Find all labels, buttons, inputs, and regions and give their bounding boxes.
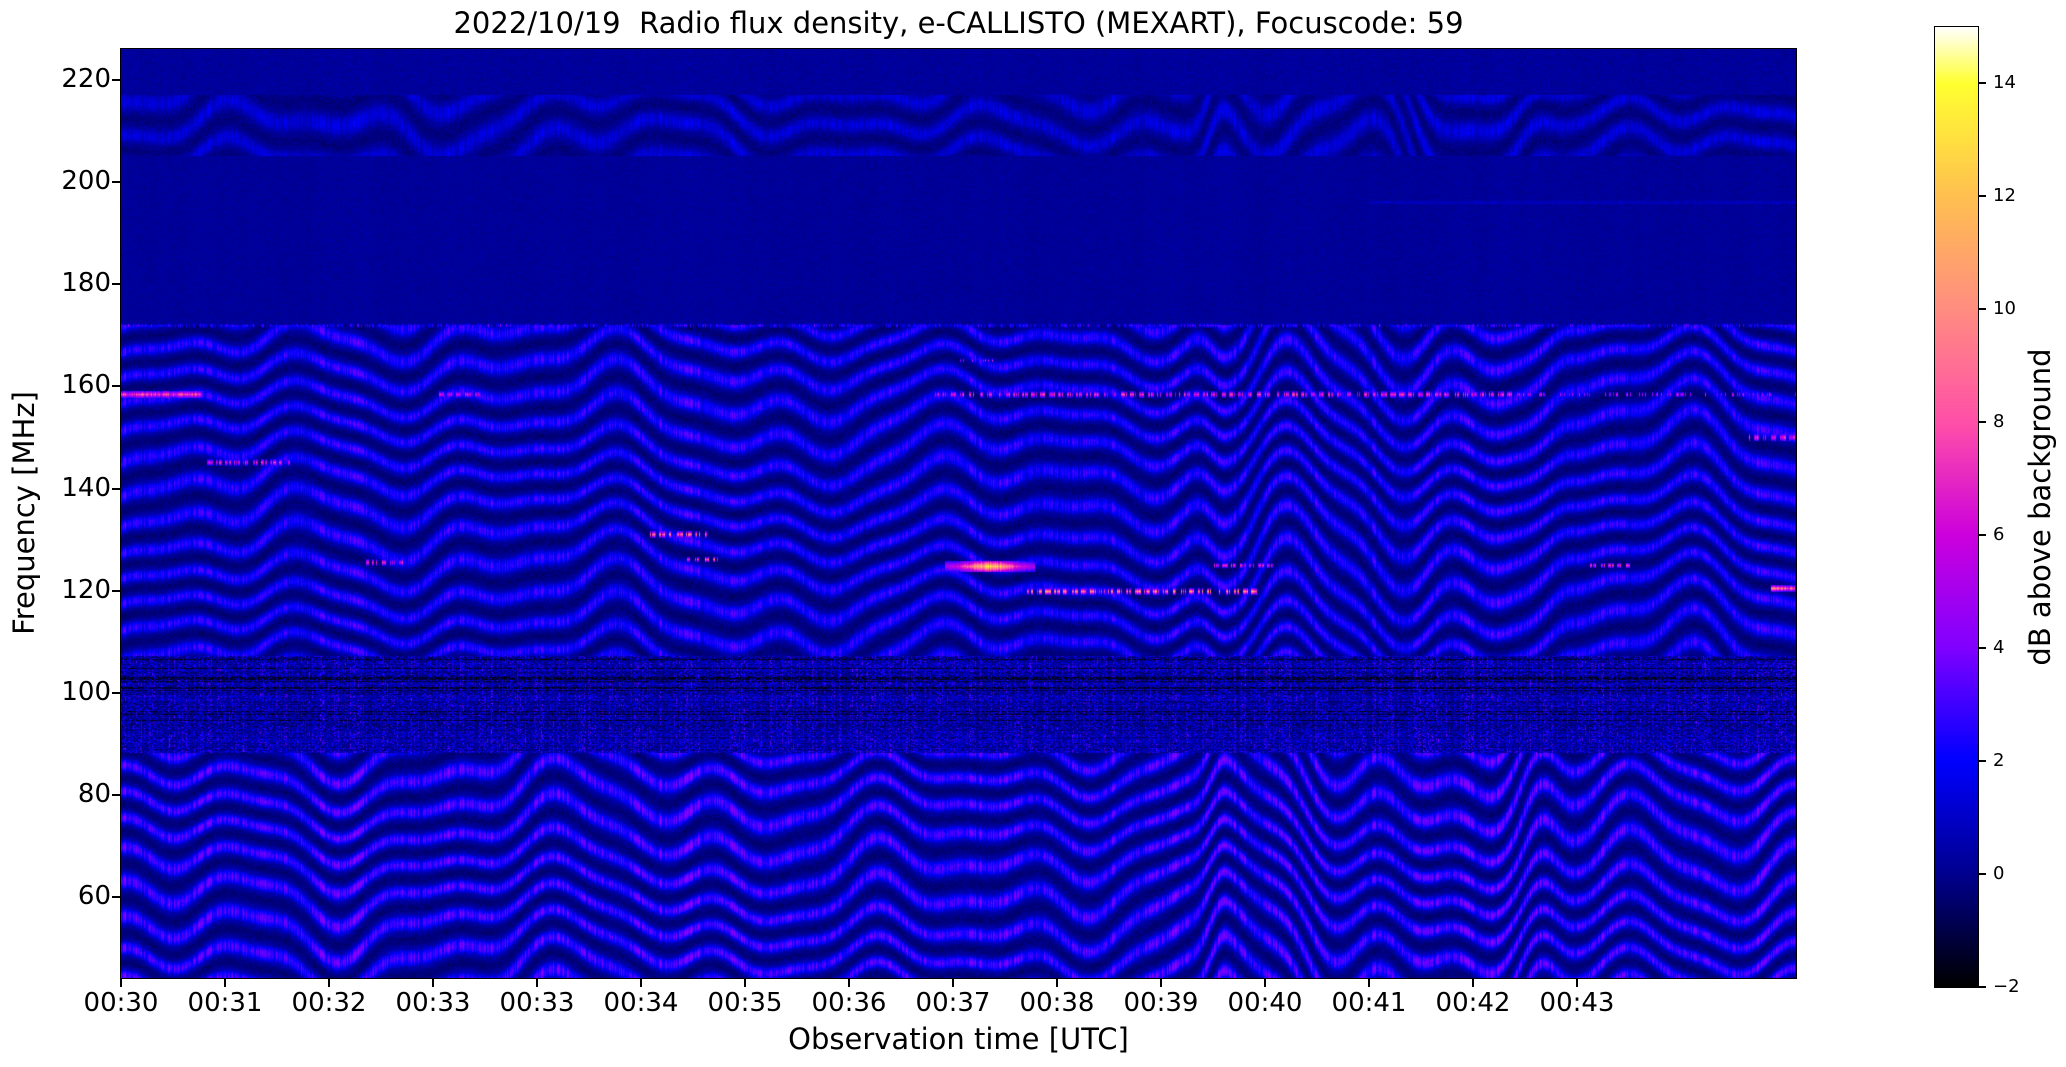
spectrogram-frame (120, 48, 1797, 979)
x-tick-mark (1056, 979, 1058, 987)
x-tick-mark (952, 979, 954, 987)
colorbar-tick-label: −2 (1993, 976, 2020, 997)
colorbar-tick-label: 2 (1993, 750, 2005, 771)
x-tick-label: 00:33 (499, 988, 575, 1018)
y-tick-mark (112, 181, 120, 184)
x-tick-mark (1576, 979, 1578, 987)
y-tick-label: 100 (61, 676, 111, 707)
spectrogram-heatmap (121, 49, 1796, 978)
colorbar-gradient (1935, 27, 1978, 987)
colorbar-tick-label: 14 (1993, 72, 2016, 93)
x-tick-label: 00:35 (707, 988, 783, 1018)
x-tick-label: 00:42 (1435, 988, 1511, 1018)
x-tick-label: 00:40 (1227, 988, 1303, 1018)
y-tick-mark (112, 385, 120, 388)
colorbar-tick-mark (1979, 647, 1986, 649)
y-tick-label: 80 (77, 778, 111, 809)
x-tick-mark (1264, 979, 1266, 987)
colorbar-tick-mark (1979, 195, 1986, 197)
x-tick-label: 00:30 (83, 988, 159, 1018)
colorbar-tick-label: 6 (1993, 524, 2005, 545)
y-tick-label: 160 (61, 370, 111, 401)
colorbar-frame (1934, 26, 1979, 988)
x-tick-label: 00:39 (1123, 988, 1199, 1018)
colorbar-tick-mark (1979, 421, 1986, 423)
y-axis-label: Frequency [MHz] (7, 391, 41, 635)
x-tick-mark (328, 979, 330, 987)
y-tick-label: 60 (77, 881, 111, 911)
x-tick-label: 00:34 (603, 988, 679, 1018)
x-tick-mark (1472, 979, 1474, 987)
colorbar-tick-label: 12 (1993, 185, 2016, 206)
x-tick-label: 00:43 (1539, 988, 1615, 1018)
x-tick-mark (120, 979, 122, 987)
y-tick-mark (112, 487, 120, 490)
y-tick-label: 180 (61, 268, 111, 299)
x-tick-label: 00:36 (811, 988, 887, 1018)
colorbar-tick-mark (1979, 534, 1986, 536)
x-tick-mark (1160, 979, 1162, 987)
x-tick-label: 00:38 (1019, 988, 1095, 1018)
colorbar-tick-mark (1979, 760, 1986, 762)
x-tick-mark (640, 979, 642, 987)
y-tick-mark (112, 691, 120, 694)
y-tick-mark (112, 283, 120, 286)
x-tick-mark (848, 979, 850, 987)
x-tick-label: 00:37 (915, 988, 991, 1018)
x-tick-mark (536, 979, 538, 987)
x-tick-label: 00:31 (187, 988, 263, 1018)
colorbar-tick-label: 10 (1993, 298, 2016, 319)
y-tick-label: 120 (61, 574, 111, 605)
x-tick-label: 00:32 (291, 988, 367, 1018)
colorbar-tick-label: 4 (1993, 637, 2005, 658)
colorbar-tick-label: 0 (1993, 863, 2005, 884)
plot-title: 2022/10/19 Radio flux density, e-CALLIST… (453, 6, 1464, 40)
y-tick-label: 200 (61, 166, 111, 197)
y-tick-mark (112, 79, 120, 81)
colorbar-tick-mark (1979, 873, 1986, 875)
y-tick-mark (112, 793, 120, 796)
x-tick-mark (432, 979, 434, 987)
x-axis-label: Observation time [UTC] (788, 1022, 1129, 1056)
colorbar-label: dB above background (2023, 348, 2057, 666)
y-tick-label: 140 (61, 472, 111, 503)
x-tick-mark (744, 979, 746, 987)
x-tick-label: 00:41 (1331, 988, 1407, 1018)
x-tick-label: 00:33 (395, 988, 471, 1018)
y-tick-label: 220 (61, 64, 111, 94)
colorbar-tick-mark (1979, 82, 1986, 84)
colorbar-tick-mark (1979, 986, 1986, 988)
x-tick-mark (224, 979, 226, 987)
y-tick-mark (112, 896, 120, 898)
colorbar-tick-label: 8 (1993, 411, 2005, 432)
x-tick-mark (1368, 979, 1370, 987)
colorbar-tick-mark (1979, 308, 1986, 310)
y-tick-mark (112, 589, 120, 592)
